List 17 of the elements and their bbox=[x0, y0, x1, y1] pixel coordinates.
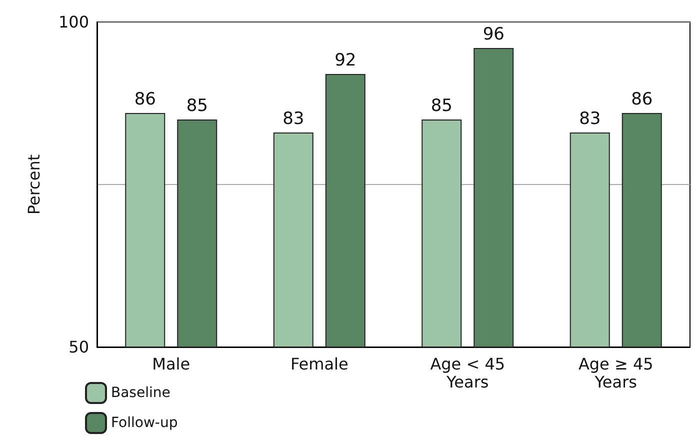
legend-label: Baseline bbox=[111, 385, 170, 401]
data-label: 86 bbox=[134, 90, 156, 110]
data-label: 96 bbox=[482, 24, 504, 44]
x-tick-label: Age ≥ 45 Years bbox=[578, 354, 654, 392]
data-label: 83 bbox=[282, 109, 304, 129]
data-label: 85 bbox=[186, 96, 208, 116]
y-tick-label: 100 bbox=[58, 12, 89, 32]
data-label: 86 bbox=[631, 90, 653, 110]
data-label: 83 bbox=[579, 109, 601, 129]
x-tick-label: Age < 45 Years bbox=[430, 354, 506, 392]
y-tick-label: 50 bbox=[68, 338, 89, 356]
x-tick-label: Male bbox=[152, 354, 190, 374]
y-axis-title: Percent bbox=[24, 154, 44, 215]
x-tick-label: Female bbox=[290, 354, 348, 374]
data-label: 85 bbox=[430, 96, 452, 116]
legend-label: Follow-up bbox=[111, 415, 178, 431]
data-label: 92 bbox=[334, 50, 356, 70]
